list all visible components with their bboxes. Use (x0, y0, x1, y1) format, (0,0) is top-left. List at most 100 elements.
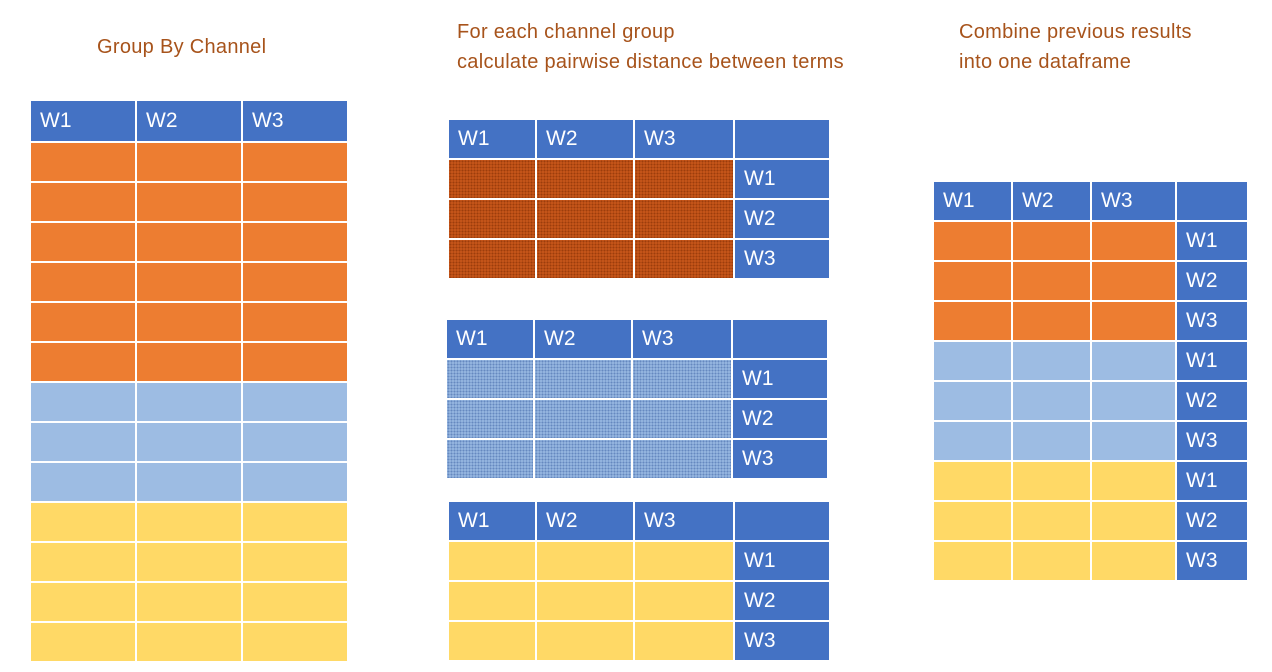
yellow-cell (934, 542, 1011, 580)
caption-combine-line2: into one dataframe (959, 51, 1132, 73)
orange-cell (31, 183, 135, 221)
yellow-cell (1013, 462, 1090, 500)
column-header-w3: W3 (635, 502, 733, 540)
yellow-cell (137, 503, 241, 541)
orange-cell (1013, 302, 1090, 340)
yellow-cell (137, 583, 241, 621)
grouped-table: W1 W2 W3 (31, 101, 347, 661)
yellow-cell (934, 502, 1011, 540)
orange-cell (243, 343, 347, 381)
light-blue-cell (934, 342, 1011, 380)
yellow-distance-cell (537, 622, 633, 660)
caption-combine: Combine previous results into one datafr… (959, 17, 1192, 77)
yellow-cell (934, 462, 1011, 500)
orange-distance-cell (449, 160, 535, 198)
pairwise-table-orange: W1 W2 W3 W1 W2 W3 (449, 120, 829, 278)
row-label-w1: W1 (1177, 222, 1247, 260)
orange-cell (137, 183, 241, 221)
column-header-w2: W2 (1013, 182, 1090, 220)
orange-cell (31, 263, 135, 301)
column-header-w1: W1 (449, 502, 535, 540)
caption-pairwise: For each channel group calculate pairwis… (457, 17, 844, 77)
light-blue-cell (1092, 422, 1175, 460)
light-blue-cell (934, 422, 1011, 460)
orange-cell (137, 303, 241, 341)
caption-combine-line1: Combine previous results (959, 21, 1192, 43)
row-label-w2: W2 (1177, 262, 1247, 300)
orange-cell (1092, 262, 1175, 300)
orange-cell (31, 223, 135, 261)
orange-cell (934, 302, 1011, 340)
orange-cell (31, 303, 135, 341)
yellow-cell (1092, 542, 1175, 580)
yellow-distance-cell (449, 582, 535, 620)
orange-cell (137, 223, 241, 261)
blue-distance-cell (535, 440, 631, 478)
row-label-w1: W1 (735, 542, 829, 580)
row-label-w2: W2 (735, 200, 829, 238)
orange-cell (1013, 222, 1090, 260)
blue-distance-cell (447, 360, 533, 398)
orange-distance-cell (449, 240, 535, 278)
orange-cell (31, 343, 135, 381)
orange-cell (1092, 222, 1175, 260)
orange-distance-cell (537, 160, 633, 198)
blue-distance-cell (447, 440, 533, 478)
orange-cell (137, 263, 241, 301)
orange-cell (934, 222, 1011, 260)
light-blue-cell (31, 463, 135, 501)
row-label-w1: W1 (735, 160, 829, 198)
column-header-blank (735, 502, 829, 540)
yellow-cell (1092, 462, 1175, 500)
row-label-w2: W2 (733, 400, 827, 438)
light-blue-cell (243, 463, 347, 501)
yellow-cell (31, 623, 135, 661)
blue-distance-cell (633, 400, 731, 438)
blue-distance-cell (535, 360, 631, 398)
column-header-w2: W2 (535, 320, 631, 358)
light-blue-cell (243, 423, 347, 461)
column-header-blank (1177, 182, 1247, 220)
row-label-w1: W1 (1177, 342, 1247, 380)
yellow-cell (1013, 502, 1090, 540)
column-header-w3: W3 (243, 101, 347, 141)
yellow-distance-cell (537, 582, 633, 620)
yellow-cell (243, 543, 347, 581)
column-header-w1: W1 (934, 182, 1011, 220)
light-blue-cell (137, 423, 241, 461)
row-label-w3: W3 (735, 240, 829, 278)
row-label-w2: W2 (1177, 382, 1247, 420)
light-blue-cell (1013, 422, 1090, 460)
yellow-cell (243, 583, 347, 621)
column-header-w2: W2 (137, 101, 241, 141)
row-label-w1: W1 (733, 360, 827, 398)
light-blue-cell (31, 423, 135, 461)
caption-group-by-channel: Group By Channel (97, 32, 266, 62)
light-blue-cell (137, 463, 241, 501)
blue-distance-cell (633, 360, 731, 398)
blue-distance-cell (535, 400, 631, 438)
column-header-blank (735, 120, 829, 158)
yellow-distance-cell (635, 582, 733, 620)
light-blue-cell (1013, 342, 1090, 380)
column-header-w3: W3 (633, 320, 731, 358)
column-header-w1: W1 (31, 101, 135, 141)
orange-cell (243, 303, 347, 341)
orange-cell (243, 143, 347, 181)
caption-pairwise-line2: calculate pairwise distance between term… (457, 51, 844, 73)
yellow-cell (243, 503, 347, 541)
column-header-w3: W3 (635, 120, 733, 158)
orange-distance-cell (635, 200, 733, 238)
blue-distance-cell (633, 440, 731, 478)
orange-distance-cell (635, 160, 733, 198)
yellow-distance-cell (449, 542, 535, 580)
light-blue-cell (243, 383, 347, 421)
yellow-distance-cell (537, 542, 633, 580)
column-header-w1: W1 (447, 320, 533, 358)
orange-cell (243, 223, 347, 261)
light-blue-cell (31, 383, 135, 421)
light-blue-cell (1092, 382, 1175, 420)
orange-cell (243, 183, 347, 221)
yellow-cell (31, 503, 135, 541)
orange-distance-cell (537, 240, 633, 278)
